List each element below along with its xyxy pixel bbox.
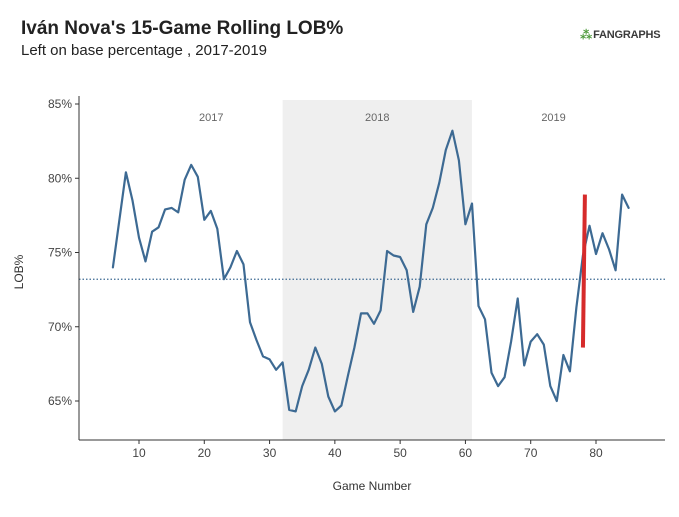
season-label-2018: 2018 — [365, 112, 389, 124]
y-tick-label: 85% — [48, 97, 72, 111]
season-label-2017: 2017 — [199, 112, 223, 124]
y-tick-label: 70% — [48, 320, 72, 334]
season-label-2019: 2019 — [541, 112, 565, 124]
series-group — [111, 129, 630, 413]
logo-text: FANGRAPHS — [593, 29, 661, 41]
x-axis-title: Game Number — [333, 479, 412, 493]
x-tick-label: 20 — [198, 446, 212, 460]
x-tick-label: 10 — [132, 446, 146, 460]
y-tick-label: 65% — [48, 394, 72, 408]
season-bands: 2017 2018 2019 — [199, 100, 566, 440]
x-tick-label: 60 — [459, 446, 473, 460]
y-tick-label: 75% — [48, 246, 72, 260]
x-tick-label: 70 — [524, 446, 538, 460]
season-band-2018 — [282, 100, 472, 440]
x-tick-label: 80 — [589, 446, 603, 460]
lob-series-line — [111, 129, 630, 413]
y-tick-label: 80% — [48, 171, 72, 185]
fangraphs-logo: ⁂ FANGRAPHS — [580, 28, 661, 42]
highlight-group — [580, 194, 587, 348]
x-tick-label: 30 — [263, 446, 277, 460]
y-axis-title: LOB% — [12, 254, 26, 289]
fangraphs-leaf-icon: ⁂ — [580, 28, 593, 42]
axes: 65% 70% 75% 80% 85% 10 20 30 40 50 60 70 80 — [48, 96, 665, 460]
highlight-line — [580, 194, 587, 348]
x-tick-label: 40 — [328, 446, 342, 460]
chart-subtitle: Left on base percentage , 2017-2019 — [21, 42, 268, 59]
chart-title: Iván Nova's 15-Game Rolling LOB% — [21, 18, 344, 39]
x-tick-label: 50 — [393, 446, 407, 460]
